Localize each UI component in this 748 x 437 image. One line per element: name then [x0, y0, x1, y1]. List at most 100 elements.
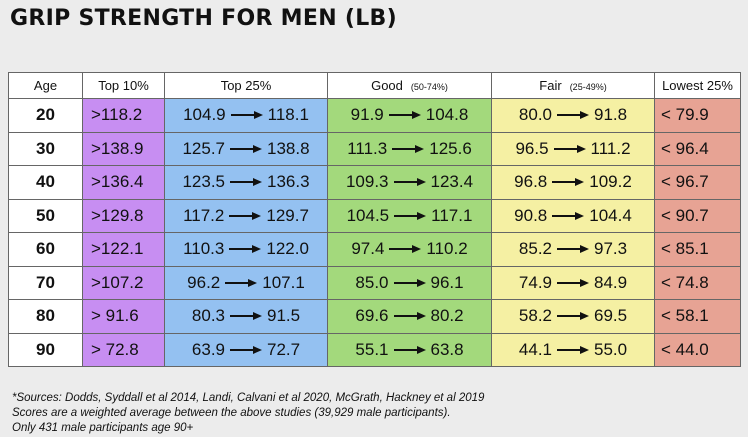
range-high: 111.2: [590, 138, 631, 158]
range-cell: 104.9 118.1: [164, 98, 328, 133]
range-low: 125.7: [182, 138, 225, 158]
range-high: 91.5: [267, 306, 301, 326]
arrow-head: [416, 345, 426, 354]
arrow-head: [252, 211, 262, 220]
arrow: [388, 111, 421, 120]
arrow: [230, 345, 262, 354]
range-high: 91.8: [594, 105, 628, 125]
range-low: 69.6: [355, 306, 389, 326]
range-cell: 91.9 104.8: [327, 98, 492, 133]
range-high: 118.1: [267, 105, 309, 125]
table-row: 80 > 91.6 80.3 91.5 69.6 80.2 58.2 69.5 < 58.1: [8, 299, 741, 334]
arrow: [557, 245, 589, 254]
range: 55.1 63.8: [328, 340, 491, 360]
range-high: 69.5: [594, 306, 628, 326]
arrow-head: [416, 178, 426, 187]
range: 104.9 118.1: [165, 105, 327, 125]
arrow: [230, 178, 262, 187]
arrow-head: [576, 144, 586, 153]
range-cell: 90.8 104.4: [491, 198, 655, 233]
arrow: [557, 111, 589, 120]
range-high: 104.4: [589, 205, 632, 225]
arrow-head: [580, 278, 589, 287]
value-cell: < 79.9: [654, 98, 741, 133]
range: 117.2 129.7: [165, 206, 327, 226]
arrow: [392, 144, 425, 153]
range-high: 107.1: [262, 272, 305, 292]
value-cell: > 91.6: [82, 299, 165, 334]
arrow: [393, 178, 426, 187]
arrow-head: [411, 111, 421, 120]
range: 63.9 72.7: [165, 340, 327, 360]
range-cell: 63.9 72.7: [164, 332, 328, 367]
arrow: [394, 211, 427, 220]
range-cell: 55.1 63.8: [327, 332, 492, 367]
range-low: 74.9: [518, 272, 552, 292]
arrow-head: [253, 312, 262, 321]
range-low: 58.2: [518, 306, 552, 326]
range-cell: 96.2 107.1: [164, 265, 328, 300]
range-cell: 123.5 136.3: [164, 165, 328, 200]
range-low: 96.5: [515, 138, 549, 158]
range-low: 96.8: [514, 172, 548, 192]
range-cell: 85.2 97.3: [491, 232, 655, 267]
arrow: [225, 278, 258, 287]
value-cell: < 90.7: [654, 198, 741, 233]
range: 111.3 125.6: [328, 139, 491, 159]
arrow-head: [248, 278, 258, 287]
age-cell: 50: [8, 198, 83, 233]
range: 96.5 111.2: [492, 139, 654, 159]
arrow-head: [415, 144, 425, 153]
range-high: 136.3: [267, 172, 310, 192]
value-cell: < 44.0: [654, 332, 741, 367]
age-cell: 80: [8, 299, 83, 334]
header-label: Lowest 25%: [662, 78, 733, 93]
range-cell: 110.3 122.0: [164, 232, 328, 267]
range-low: 111.3: [347, 138, 388, 158]
range-high: 104.8: [425, 105, 469, 125]
arrow-head: [253, 178, 262, 187]
range-high: 123.4: [430, 172, 474, 192]
range: 44.1 55.0: [492, 340, 654, 360]
range: 74.9 84.9: [492, 273, 654, 293]
arrow: [230, 111, 263, 120]
header-note: (50-74%): [410, 82, 448, 92]
arrow: [230, 144, 262, 153]
range: 96.2 107.1: [165, 273, 327, 293]
range-low: 80.0: [518, 105, 552, 125]
range-cell: 69.6 80.2: [327, 299, 492, 334]
value-cell: < 85.1: [654, 232, 741, 267]
value-cell: >129.8: [82, 198, 165, 233]
range-low: 85.2: [518, 239, 552, 259]
range-cell: 104.5 117.1: [327, 198, 492, 233]
age-cell: 70: [8, 265, 83, 300]
column-header: Good (50-74%): [327, 72, 492, 99]
header-note: (25-49%): [569, 82, 607, 92]
range-high: 129.7: [266, 205, 309, 225]
range-cell: 109.3 123.4: [327, 165, 492, 200]
range: 80.0 91.8: [492, 105, 654, 125]
range: 69.6 80.2: [328, 306, 491, 326]
arrow: [553, 144, 586, 153]
range-high: 63.8: [430, 339, 464, 359]
column-header: Age: [8, 72, 83, 99]
table-row: 30 >138.9 125.7 138.8 111.3 125.6 96.5 111.2 < 9…: [8, 131, 741, 166]
range: 85.2 97.3: [492, 239, 654, 259]
arrow-head: [580, 245, 589, 254]
range-low: 104.5: [346, 205, 390, 225]
range: 58.2 69.5: [492, 306, 654, 326]
arrow-head: [253, 345, 262, 354]
range-low: 55.1: [355, 339, 389, 359]
table-row: 40 >136.4 123.5 136.3 109.3 123.4 96.8 109.2 < 9…: [8, 165, 741, 200]
footnotes: *Sources: Dodds, Syddall et al 2014, Lan…: [12, 391, 484, 436]
range-low: 44.1: [518, 339, 552, 359]
column-header: Fair (25-49%): [491, 72, 655, 99]
range: 123.5 136.3: [165, 172, 327, 192]
range-cell: 125.7 138.8: [164, 131, 328, 166]
range-cell: 111.3 125.6: [327, 131, 492, 166]
range-low: 63.9: [191, 339, 225, 359]
arrow: [557, 278, 589, 287]
arrow-head: [253, 111, 263, 120]
range-low: 91.9: [350, 105, 384, 125]
